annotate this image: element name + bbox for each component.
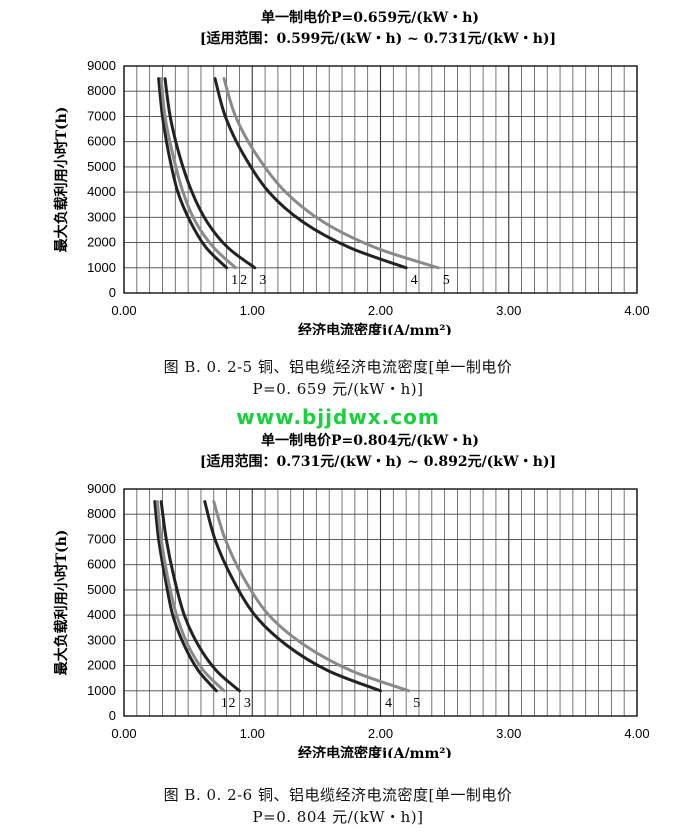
figure-caption-1: 图 B. 0. 2-5 铜、铝电缆经济电流密度[单一制电价 P=0. 659 元… [0, 356, 676, 400]
x-tick-label: 2.00 [368, 726, 393, 741]
y-tick-label: 3000 [87, 632, 116, 647]
series-2-label: 2 [240, 273, 247, 288]
y-tick-label: 9000 [87, 58, 116, 73]
chart-2-title: 单一制电价P=0.804元/(kW・h) [261, 432, 479, 449]
y-tick-label: 4000 [87, 607, 116, 622]
series-4-line [213, 77, 408, 270]
y-tick-label: 2000 [87, 658, 116, 673]
y-tick-label: 7000 [87, 108, 116, 123]
series-5-label: 5 [443, 273, 450, 288]
series-1-line [157, 77, 229, 270]
chart-2: 单一制电价P=0.804元/(kW・h) [适用范围：0.731元/(kW・h) … [53, 432, 650, 758]
x-tick-label: 3.00 [496, 726, 521, 741]
series-3-line [163, 77, 257, 270]
chart-1-y-axis-label: 最大负载利用小时T(h) [53, 107, 70, 253]
series-5-line [222, 77, 440, 270]
chart-2-plot-frame [123, 488, 638, 717]
caption-1-line-2: P=0. 659 元/(kW・h)] [252, 380, 424, 398]
y-tick-label: 8000 [87, 506, 116, 521]
y-tick-label: 5000 [87, 159, 116, 174]
series-4-label: 4 [385, 696, 392, 711]
series-1-line [153, 500, 218, 693]
caption-2-line-1: 图 B. 0. 2-6 铜、铝电缆经济电流密度[单一制电价 [163, 786, 513, 804]
y-tick-label: 1000 [87, 683, 116, 698]
y-tick-label: 3000 [87, 209, 116, 224]
chart-1-subtitle: [适用范围：0.599元/(kW・h) ~ 0.731元/(kW・h)] [200, 30, 556, 47]
series-5-label: 5 [413, 696, 420, 711]
series-4-label: 4 [411, 273, 418, 288]
chart-1: 单一制电价P=0.659元/(kW・h) [适用范围：0.599元/(kW・h) … [53, 9, 650, 335]
caption-2-line-2: P=0. 804 元/(kW・h)] [252, 808, 424, 826]
chart-2-subtitle: [适用范围：0.731元/(kW・h) ~ 0.892元/(kW・h)] [200, 453, 556, 470]
y-tick-label: 0 [109, 708, 116, 723]
x-tick-label: 3.00 [496, 303, 521, 318]
series-3-label: 3 [259, 273, 266, 288]
chart-2-x-axis-label: 经济电流密度j(A/mm²) [298, 745, 452, 758]
series-4-line [203, 500, 382, 693]
y-tick-label: 7000 [87, 531, 116, 546]
y-tick-label: 6000 [87, 557, 116, 572]
series-5-line [212, 500, 411, 693]
x-tick-label: 4.00 [624, 726, 649, 741]
chart-1-title: 单一制电价P=0.659元/(kW・h) [261, 9, 479, 26]
caption-1-line-1: 图 B. 0. 2-5 铜、铝电缆经济电流密度[单一制电价 [163, 358, 513, 376]
y-tick-label: 9000 [87, 481, 116, 496]
series-3-line [159, 500, 241, 693]
x-tick-label: 1.00 [240, 303, 265, 318]
figure-caption-2: 图 B. 0. 2-6 铜、铝电缆经济电流密度[单一制电价 P=0. 804 元… [0, 784, 676, 828]
y-tick-label: 1000 [87, 260, 116, 275]
chart-1-plot-frame [123, 65, 638, 294]
series-3-label: 3 [244, 696, 251, 711]
y-tick-label: 2000 [87, 235, 116, 250]
x-tick-label: 1.00 [240, 726, 265, 741]
x-tick-label: 0.00 [111, 303, 136, 318]
chart-2-y-axis-label: 最大负载利用小时T(h) [53, 530, 70, 676]
y-tick-label: 6000 [87, 134, 116, 149]
x-tick-label: 0.00 [111, 726, 136, 741]
series-2-line [155, 500, 226, 693]
x-tick-label: 2.00 [368, 303, 393, 318]
chart-1-x-axis-label: 经济电流密度j(A/mm²) [298, 322, 452, 335]
watermark: www.bjjdwx.com [236, 405, 440, 429]
series-2-label: 2 [229, 696, 236, 711]
series-1-label: 1 [221, 696, 228, 711]
x-tick-label: 4.00 [624, 303, 649, 318]
y-tick-label: 4000 [87, 184, 116, 199]
series-1-label: 1 [231, 273, 238, 288]
y-tick-label: 5000 [87, 582, 116, 597]
y-tick-label: 0 [109, 285, 116, 300]
y-tick-label: 8000 [87, 83, 116, 98]
series-2-line [159, 77, 238, 270]
